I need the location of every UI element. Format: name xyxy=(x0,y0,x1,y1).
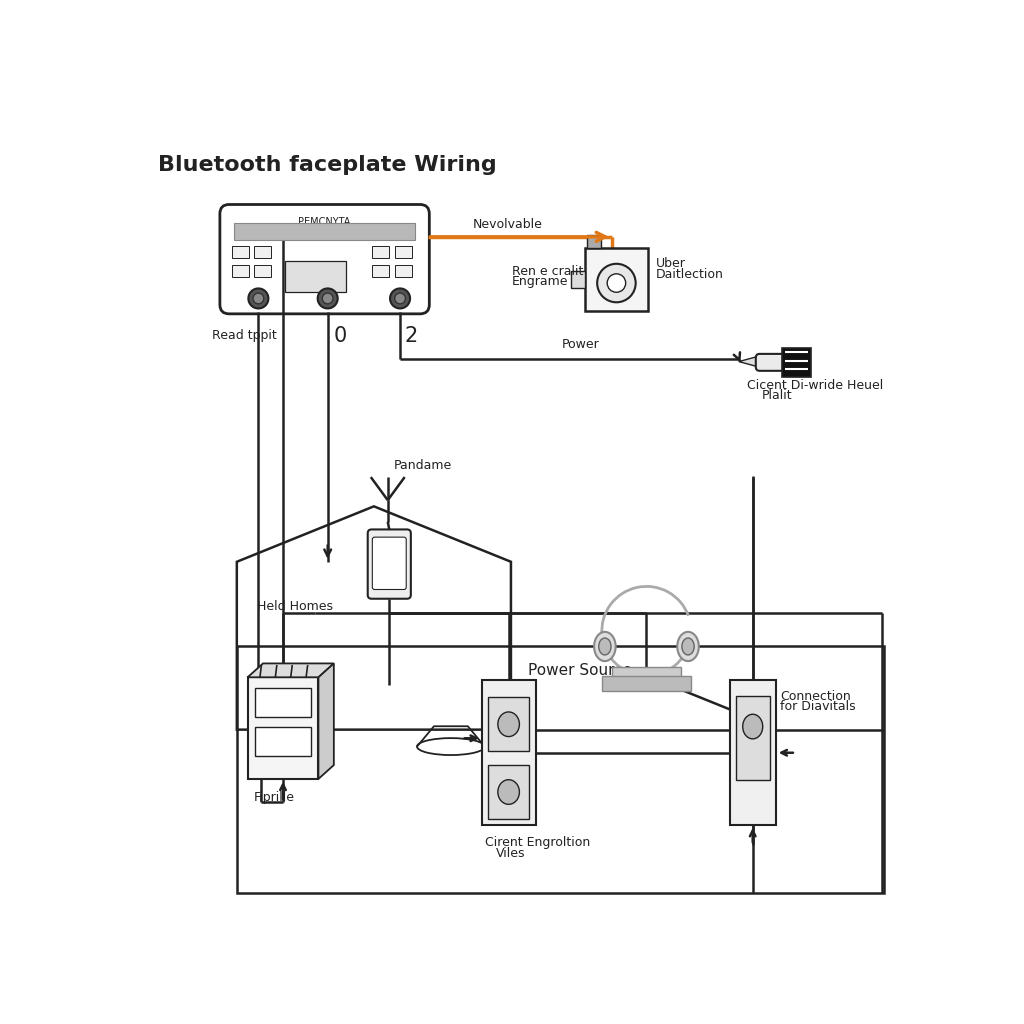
Text: Cirent Engroltion: Cirent Engroltion xyxy=(484,836,590,849)
Text: Fiprille: Fiprille xyxy=(254,792,295,804)
Text: Pandame: Pandame xyxy=(394,460,453,472)
FancyBboxPatch shape xyxy=(220,205,429,313)
Ellipse shape xyxy=(682,638,694,655)
Text: Read tppit: Read tppit xyxy=(212,330,276,342)
Ellipse shape xyxy=(594,632,615,662)
Bar xyxy=(736,695,770,780)
Text: Connection: Connection xyxy=(780,689,851,702)
Text: Viles: Viles xyxy=(496,847,525,860)
Text: Daitlection: Daitlection xyxy=(655,267,724,281)
FancyBboxPatch shape xyxy=(756,354,786,371)
FancyBboxPatch shape xyxy=(368,529,411,599)
Circle shape xyxy=(323,293,333,304)
Bar xyxy=(395,246,413,258)
Bar xyxy=(782,348,811,377)
Bar xyxy=(254,246,270,258)
Bar xyxy=(233,223,416,240)
Ellipse shape xyxy=(498,779,519,804)
Circle shape xyxy=(253,293,264,304)
Bar xyxy=(373,246,389,258)
Bar xyxy=(487,765,529,819)
Circle shape xyxy=(394,293,406,304)
Text: Held Homes: Held Homes xyxy=(257,600,333,613)
Bar xyxy=(730,680,776,825)
Text: Power Source: Power Source xyxy=(528,664,632,679)
Bar xyxy=(395,264,413,276)
Text: PEMCNYTA: PEMCNYTA xyxy=(298,217,351,227)
Bar xyxy=(232,264,249,276)
Text: Bluetooth faceplate Wiring: Bluetooth faceplate Wiring xyxy=(158,156,497,175)
Text: 2: 2 xyxy=(404,327,418,346)
Polygon shape xyxy=(739,357,756,367)
Bar xyxy=(237,646,884,893)
Polygon shape xyxy=(248,664,334,677)
FancyBboxPatch shape xyxy=(373,538,407,590)
Bar xyxy=(585,248,648,310)
Text: Nevolvable: Nevolvable xyxy=(473,218,543,230)
Text: Engrame: Engrame xyxy=(512,275,568,289)
Bar xyxy=(373,264,389,276)
Text: Plalit: Plalit xyxy=(762,389,793,402)
Ellipse shape xyxy=(742,715,763,739)
Bar xyxy=(487,697,529,752)
Text: for Diavitals: for Diavitals xyxy=(780,700,856,714)
Bar xyxy=(255,727,310,756)
Circle shape xyxy=(317,289,338,308)
Circle shape xyxy=(607,273,626,292)
Bar xyxy=(285,261,346,292)
Bar xyxy=(232,246,249,258)
Ellipse shape xyxy=(599,638,611,655)
Text: Uber: Uber xyxy=(655,257,686,270)
Text: 0: 0 xyxy=(334,327,347,346)
Bar xyxy=(611,667,681,677)
Circle shape xyxy=(249,289,268,308)
Text: Ren e cralit: Ren e cralit xyxy=(512,264,583,278)
Bar xyxy=(481,680,536,825)
Bar xyxy=(248,677,318,779)
Text: Power: Power xyxy=(562,338,599,351)
Bar xyxy=(254,264,270,276)
Bar xyxy=(571,270,585,288)
Polygon shape xyxy=(318,664,334,779)
Circle shape xyxy=(597,264,636,302)
Circle shape xyxy=(390,289,410,308)
Ellipse shape xyxy=(677,632,698,662)
Bar xyxy=(602,676,691,691)
Bar xyxy=(255,688,310,718)
Ellipse shape xyxy=(498,712,519,736)
Text: Cicent Di-wride Heuel: Cicent Di-wride Heuel xyxy=(746,379,883,391)
Bar xyxy=(587,236,601,248)
